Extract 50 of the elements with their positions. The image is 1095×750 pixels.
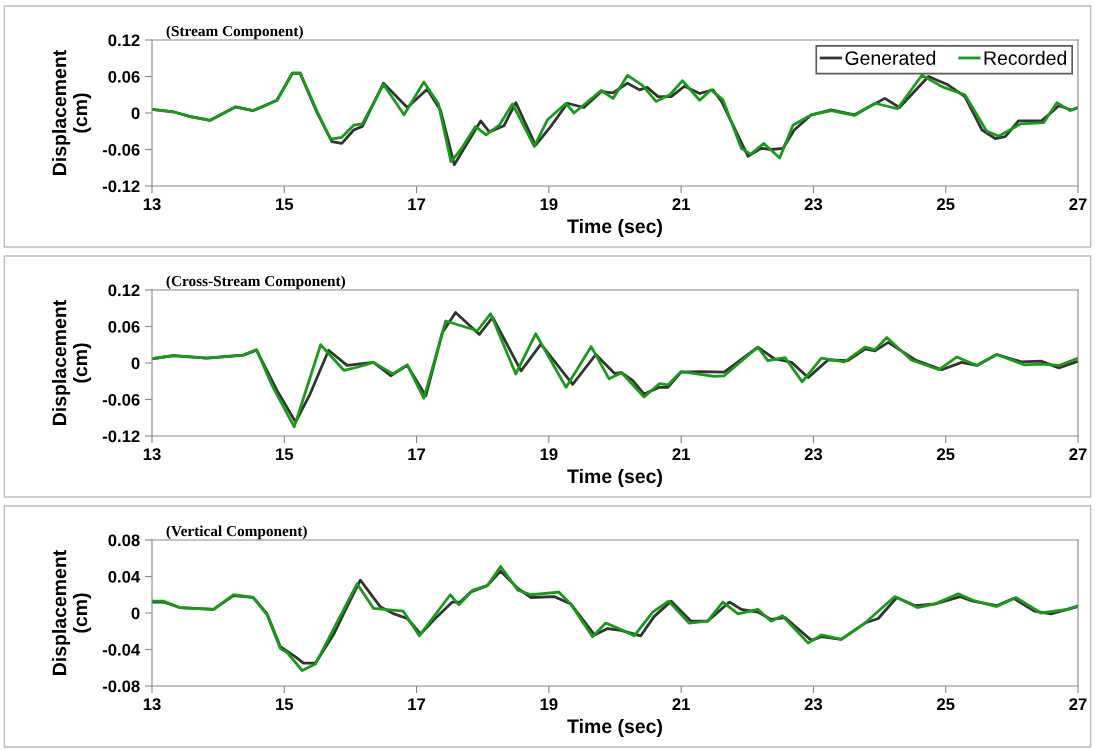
x-tick-label: 15 bbox=[276, 198, 294, 211]
x-tick-label: 21 bbox=[672, 198, 690, 210]
x-tick-label: 21 bbox=[672, 448, 690, 460]
x-tick-label: 25 bbox=[937, 698, 955, 711]
x-tick-label: 25 bbox=[937, 448, 955, 461]
y-tick-label: 0.08 bbox=[108, 534, 140, 547]
x-tick-label: 23 bbox=[804, 448, 823, 461]
y-tick-label: 0.12 bbox=[108, 34, 140, 47]
y-tick-label: -0.06 bbox=[102, 393, 140, 406]
x-tick-label: 13 bbox=[143, 448, 161, 461]
x-tick-label: 19 bbox=[540, 198, 558, 211]
x-tick-label: 15 bbox=[276, 698, 294, 711]
x-tick-label: 23 bbox=[804, 198, 823, 211]
x-tick-label: 13 bbox=[143, 198, 161, 211]
x-tick-label: 21 bbox=[672, 698, 690, 710]
x-tick-label: 19 bbox=[540, 698, 558, 711]
y-axis-title: Displacement (cm) bbox=[52, 550, 92, 675]
x-tick-label: 17 bbox=[408, 448, 426, 460]
y-tick-label: -0.12 bbox=[102, 430, 140, 443]
x-tick-label: 25 bbox=[937, 198, 955, 211]
y-axis-title: Displacement (cm) bbox=[52, 300, 92, 425]
y-tick-label: 0.06 bbox=[108, 70, 140, 83]
y-axis-title: Displacement (cm) bbox=[52, 50, 92, 175]
y-tick-label: 0.12 bbox=[108, 284, 140, 297]
x-tick-label: 17 bbox=[408, 698, 426, 710]
y-tick-label: 0.04 bbox=[108, 570, 141, 583]
x-tick-label: 13 bbox=[143, 698, 161, 711]
chart-title: (Stream Component) bbox=[166, 25, 303, 40]
chart-title: (Cross-Stream Component) bbox=[166, 275, 346, 290]
y-tick-label: 0.06 bbox=[108, 320, 140, 333]
y-tick-label: -0.12 bbox=[102, 180, 140, 193]
x-axis-title: Time (sec) bbox=[567, 218, 662, 238]
legend-label: Generated bbox=[845, 50, 936, 65]
x-tick-label: 27 bbox=[1069, 198, 1087, 210]
y-tick-label: 0 bbox=[131, 107, 140, 120]
y-tick-label: 0 bbox=[131, 357, 140, 370]
x-tick-label: 27 bbox=[1069, 698, 1087, 710]
x-tick-label: 27 bbox=[1069, 448, 1087, 460]
y-tick-label: -0.06 bbox=[102, 143, 140, 156]
x-tick-label: 17 bbox=[408, 198, 426, 210]
x-tick-label: 23 bbox=[804, 698, 823, 711]
y-tick-label: -0.08 bbox=[102, 680, 140, 693]
x-tick-label: 19 bbox=[540, 448, 558, 461]
chart-title: (Vertical Component) bbox=[166, 525, 307, 540]
y-tick-label: 0 bbox=[131, 607, 140, 620]
legend-label: Recorded bbox=[984, 50, 1067, 65]
x-axis-title: Time (sec) bbox=[567, 468, 662, 488]
x-axis-title: Time (sec) bbox=[567, 718, 662, 738]
x-tick-label: 15 bbox=[276, 448, 294, 461]
y-tick-label: -0.04 bbox=[102, 643, 141, 656]
